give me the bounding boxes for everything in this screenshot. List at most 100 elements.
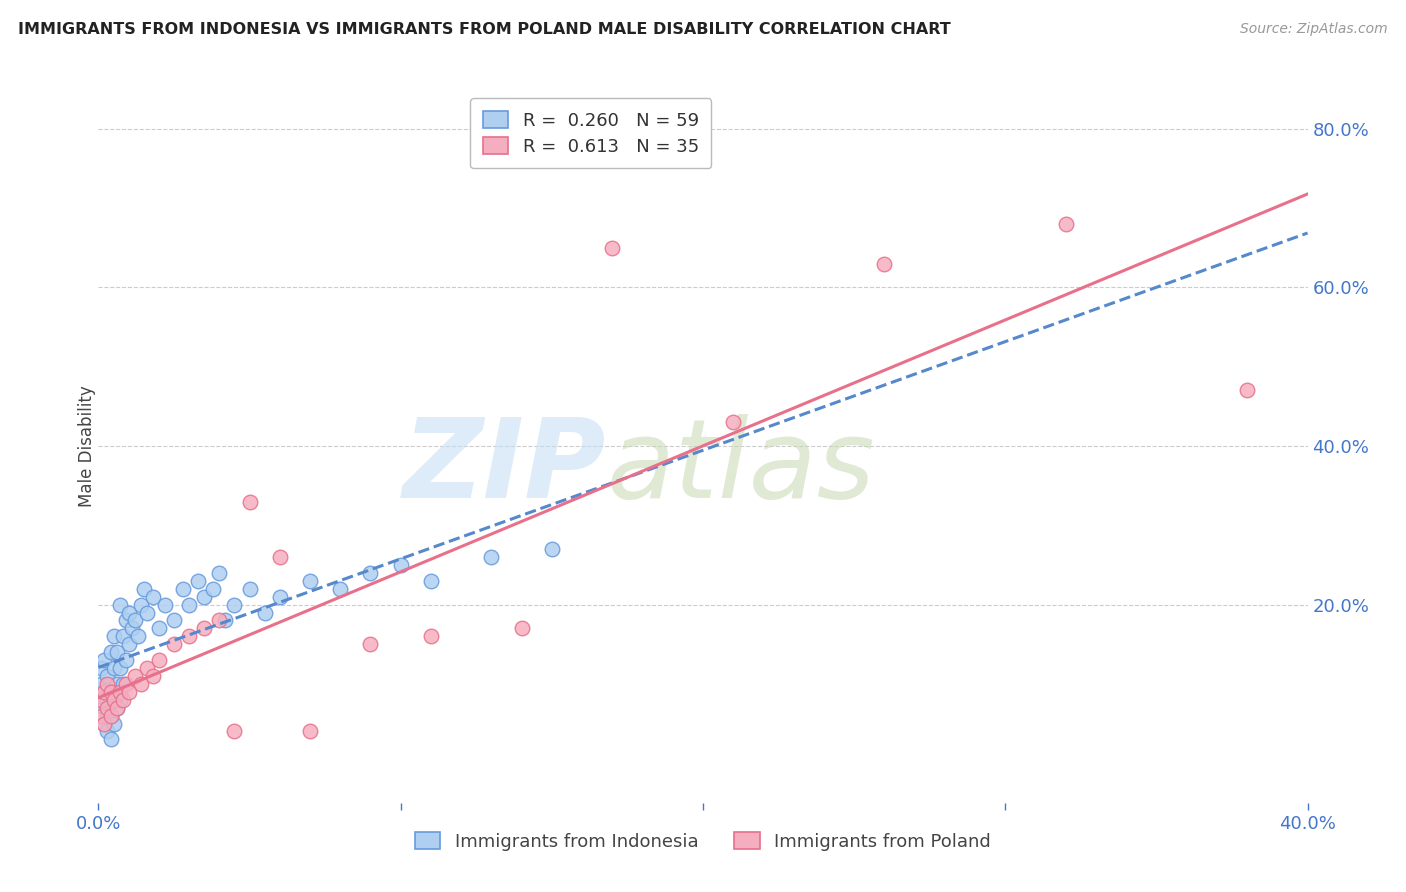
Point (187, 574, 209, 588)
Point (540, 542, 562, 557)
Point (224, 724, 246, 739)
Point (103, 716, 125, 731)
Point (111, 692, 134, 706)
Point (481, 549, 503, 564)
Point (100, 685, 122, 699)
Point (224, 598, 246, 612)
Point (1054, 217, 1077, 231)
Point (127, 629, 149, 643)
Point (269, 590, 291, 604)
Point (214, 614, 236, 628)
Point (93, 716, 115, 731)
Point (163, 614, 186, 628)
Point (90, 692, 112, 706)
Point (239, 582, 262, 596)
Point (105, 677, 128, 691)
Point (105, 700, 128, 714)
Point (100, 708, 122, 723)
Legend: Immigrants from Indonesia, Immigrants from Poland: Immigrants from Indonesia, Immigrants fr… (408, 825, 998, 858)
Point (90, 692, 112, 706)
Point (100, 645, 122, 659)
Point (96, 677, 118, 691)
Point (510, 621, 533, 635)
Point (239, 494, 262, 508)
Point (108, 685, 131, 699)
Point (193, 590, 215, 604)
Point (103, 629, 125, 643)
Point (389, 558, 412, 572)
Point (96, 700, 118, 714)
Point (135, 606, 157, 620)
Point (96, 669, 118, 683)
Point (873, 257, 896, 271)
Text: ZIP: ZIP (402, 414, 606, 521)
Point (148, 621, 170, 635)
Point (114, 614, 136, 628)
Point (142, 669, 165, 683)
Point (93, 685, 115, 699)
Point (103, 692, 125, 706)
Text: Source: ZipAtlas.com: Source: ZipAtlas.com (1240, 22, 1388, 37)
Point (299, 574, 322, 588)
Point (420, 629, 443, 643)
Point (132, 582, 155, 596)
Point (100, 732, 122, 747)
Point (90, 677, 112, 691)
Point (360, 566, 382, 580)
Point (105, 700, 128, 714)
Point (193, 621, 215, 635)
Point (114, 653, 136, 667)
Point (118, 637, 141, 651)
Point (90, 661, 112, 675)
Text: IMMIGRANTS FROM INDONESIA VS IMMIGRANTS FROM POLAND MALE DISABILITY CORRELATION : IMMIGRANTS FROM INDONESIA VS IMMIGRANTS … (18, 22, 950, 37)
Point (135, 661, 157, 675)
Point (179, 629, 201, 643)
Point (96, 692, 118, 706)
Point (111, 677, 134, 691)
Point (179, 598, 201, 612)
Point (93, 716, 115, 731)
Point (118, 685, 141, 699)
Point (118, 606, 141, 620)
Point (360, 637, 382, 651)
Point (299, 724, 322, 739)
Point (108, 598, 131, 612)
Point (1236, 384, 1258, 398)
Point (96, 724, 118, 739)
Point (93, 700, 115, 714)
Point (111, 629, 134, 643)
Point (103, 661, 125, 675)
Point (420, 574, 443, 588)
Point (93, 685, 115, 699)
Point (208, 566, 231, 580)
Point (602, 241, 624, 255)
Point (208, 614, 231, 628)
Point (105, 645, 128, 659)
Point (114, 677, 136, 691)
Point (329, 582, 352, 596)
Point (269, 549, 291, 564)
Text: atlas: atlas (606, 414, 875, 521)
Point (96, 708, 118, 723)
Point (108, 692, 131, 706)
Point (142, 590, 165, 604)
Point (253, 606, 276, 620)
Point (90, 708, 112, 723)
Point (129, 677, 152, 691)
Point (202, 582, 225, 596)
Point (121, 621, 143, 635)
Point (100, 708, 122, 723)
Point (129, 598, 152, 612)
Point (172, 582, 194, 596)
Point (163, 637, 186, 651)
Point (100, 685, 122, 699)
Point (124, 614, 146, 628)
Point (148, 653, 170, 667)
Point (124, 669, 146, 683)
Y-axis label: Male Disability: Male Disability (79, 385, 96, 507)
Point (93, 653, 115, 667)
Point (108, 661, 131, 675)
Point (153, 598, 176, 612)
Point (103, 692, 125, 706)
Point (723, 415, 745, 429)
